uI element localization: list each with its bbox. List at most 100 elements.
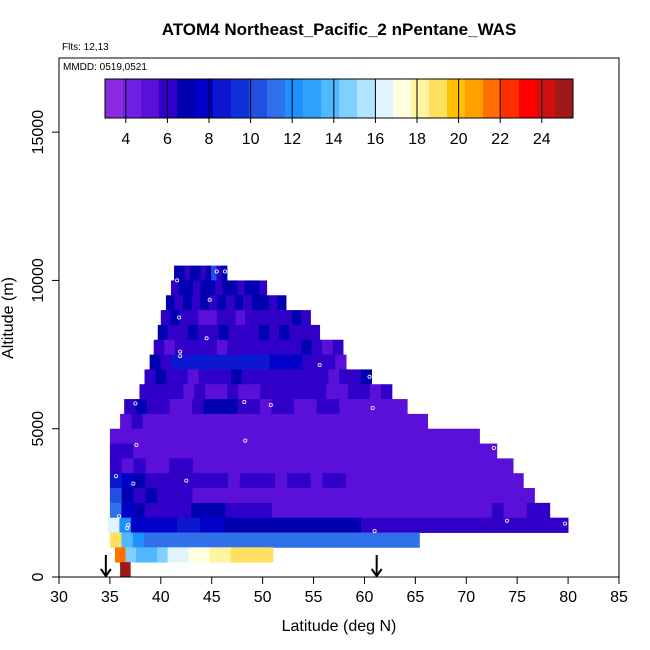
heatmap-cell bbox=[247, 532, 260, 548]
heatmap-cell bbox=[556, 517, 569, 533]
heatmap-cell bbox=[275, 458, 289, 474]
heatmap-cell bbox=[318, 502, 331, 519]
colorbar-swatch bbox=[483, 79, 502, 118]
heatmap-cell bbox=[211, 517, 224, 533]
heatmap-cell bbox=[392, 488, 406, 504]
colorbar-tick-label: 6 bbox=[163, 131, 172, 148]
heatmap-cell bbox=[258, 324, 270, 341]
heatmap-cell bbox=[139, 384, 151, 400]
heatmap-cell bbox=[146, 399, 159, 415]
heatmap-cell bbox=[204, 458, 218, 474]
heatmap-cell bbox=[289, 324, 300, 341]
heatmap-cell bbox=[357, 488, 370, 504]
heatmap-cell bbox=[144, 532, 157, 548]
heatmap-cell bbox=[476, 517, 488, 533]
heatmap-cell bbox=[168, 443, 181, 459]
heatmap-cell bbox=[119, 517, 132, 533]
heatmap-cell bbox=[348, 384, 360, 400]
heatmap-cell bbox=[262, 443, 275, 459]
x-tick-label: 70 bbox=[457, 589, 475, 606]
heatmap-cell bbox=[188, 517, 201, 533]
heatmap-cell bbox=[185, 339, 197, 355]
heatmap-cell bbox=[109, 488, 123, 504]
heatmap-cell bbox=[121, 488, 134, 504]
heatmap-cell bbox=[238, 384, 250, 400]
heatmap-cell bbox=[167, 547, 179, 563]
heatmap-cell bbox=[360, 369, 372, 385]
heatmap-cell bbox=[225, 428, 238, 444]
heatmap-cell bbox=[222, 517, 235, 533]
heatmap-cell bbox=[445, 502, 458, 519]
heatmap-cell bbox=[133, 428, 145, 444]
heatmap-cell bbox=[304, 384, 316, 400]
plot-frame bbox=[58, 57, 620, 578]
heatmap-cell bbox=[171, 280, 179, 296]
heatmap-cell bbox=[198, 310, 208, 326]
heatmap-cell bbox=[277, 295, 287, 311]
heatmap-cell bbox=[526, 502, 539, 519]
heatmap-cell bbox=[301, 310, 311, 326]
heatmap-cell bbox=[263, 369, 275, 385]
heatmap-cell bbox=[188, 547, 200, 563]
heatmap-cell bbox=[335, 458, 348, 474]
heatmap-cell bbox=[320, 443, 334, 459]
heatmap-cell bbox=[241, 547, 253, 563]
heatmap-cell bbox=[268, 517, 281, 533]
heatmap-cell bbox=[121, 428, 134, 444]
heatmap-cell bbox=[264, 458, 277, 474]
heatmap-cell bbox=[467, 428, 480, 444]
colorbar-swatch bbox=[339, 79, 358, 118]
heatmap-cell bbox=[329, 428, 342, 444]
heatmap-cell bbox=[444, 428, 457, 444]
heatmap-cell bbox=[356, 443, 369, 459]
heatmap-cell bbox=[279, 339, 291, 355]
heatmap-cell bbox=[180, 443, 193, 459]
heatmap-cell bbox=[396, 532, 409, 548]
heatmap-cell bbox=[382, 413, 394, 430]
heatmap-cell bbox=[464, 517, 477, 533]
colorbar-swatch bbox=[555, 79, 574, 118]
heatmap-cell bbox=[161, 384, 173, 400]
heatmap-cell bbox=[451, 488, 465, 504]
heatmap-cell bbox=[216, 265, 223, 281]
heatmap-cell bbox=[164, 339, 176, 355]
heatmap-cell bbox=[473, 443, 486, 459]
colorbar-swatch bbox=[177, 79, 196, 118]
heatmap-cell bbox=[317, 428, 330, 444]
heatmap-cell bbox=[309, 443, 322, 459]
heatmap-cell bbox=[291, 517, 304, 533]
colorbar-tick-label: 18 bbox=[408, 131, 426, 148]
heatmap-cell bbox=[115, 547, 126, 563]
heatmap-cell bbox=[245, 413, 258, 430]
heatmap-cell bbox=[178, 280, 187, 296]
heatmap-cell bbox=[269, 339, 281, 355]
heatmap-cell bbox=[144, 369, 156, 385]
heatmap-cell bbox=[202, 428, 215, 444]
heatmap-cell bbox=[220, 369, 232, 385]
heatmap-cell bbox=[171, 354, 183, 370]
sample-point bbox=[242, 399, 247, 404]
heatmap-cell bbox=[224, 532, 237, 548]
heatmap-cell bbox=[260, 399, 272, 415]
heatmap-cell bbox=[215, 280, 223, 296]
heatmap-cell bbox=[387, 502, 400, 519]
heatmap-cell bbox=[438, 443, 451, 459]
x-tick-label: 60 bbox=[356, 589, 374, 606]
heatmap-cell bbox=[260, 295, 270, 311]
heatmap-cell bbox=[149, 354, 161, 370]
heatmap-cell bbox=[327, 399, 340, 415]
heatmap-cell bbox=[309, 324, 321, 341]
heatmap-cell bbox=[256, 413, 269, 430]
sample-point bbox=[178, 349, 183, 354]
sample-point bbox=[372, 529, 377, 534]
heatmap-cell bbox=[501, 458, 514, 474]
heatmap-cell bbox=[237, 280, 246, 296]
sample-points bbox=[114, 269, 568, 534]
heatmap-cell bbox=[192, 488, 205, 504]
heatmap-cell bbox=[236, 428, 249, 444]
heatmap-cell bbox=[440, 488, 453, 504]
heatmap-cell bbox=[190, 502, 203, 519]
heatmap-cell bbox=[480, 502, 493, 519]
colorbar-tick-label: 4 bbox=[121, 131, 130, 148]
heatmap-cell bbox=[326, 384, 338, 400]
